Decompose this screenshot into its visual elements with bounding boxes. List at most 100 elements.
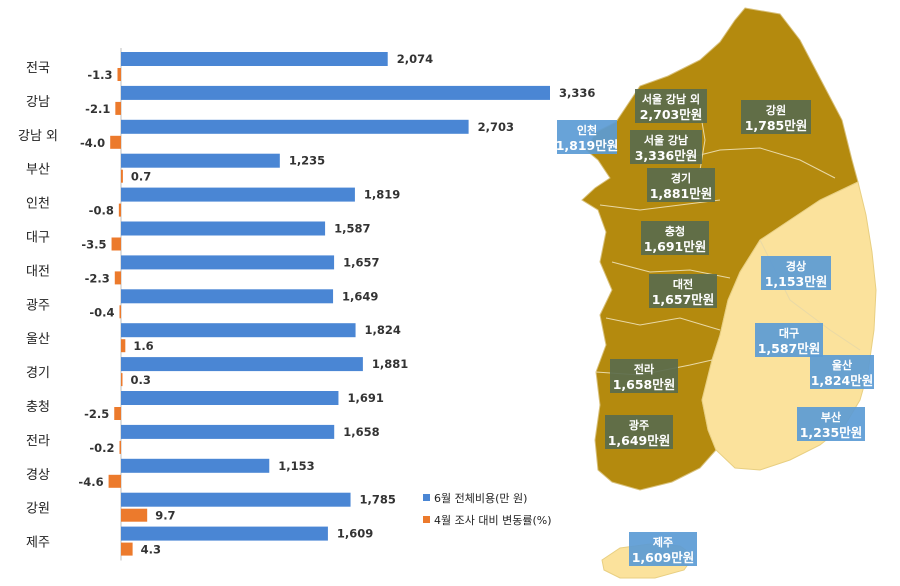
bar-cost [121,323,356,338]
bar-cost [121,458,270,473]
bar-cost [121,85,550,100]
map-label-box [635,89,707,123]
bar-cost [121,221,326,236]
bar-change-label: -2.1 [85,102,110,116]
bar-change-label: -2.5 [84,407,109,421]
bar-cost [121,119,469,134]
map-label-value: 1,785만원 [745,118,808,133]
map-label-value: 1,153만원 [765,274,828,289]
map-label-region: 서울 강남 [644,133,688,147]
category-label: 강남 외 [18,129,58,144]
chart-marks: 전국 2,074 -1.3 강남 3,336 -2.1 강남 외 2,703 -4.0 부산 1,2… [18,48,595,561]
map-label-box [557,120,617,154]
map-label-value: 1,609만원 [632,550,695,565]
bar-change-label: -3.5 [81,238,106,252]
map-label-region: 제주 [653,535,673,549]
map-label: 대구1,587만원 [755,323,823,357]
map-label-box [641,221,709,255]
bar-cost-label: 2,703 [478,120,514,134]
bar-cost-label: 1,819 [364,188,400,202]
map-label: 서울 강남3,336만원 [630,130,702,164]
map-label-region: 전라 [634,362,655,376]
bar-change-label: -0.8 [89,204,114,218]
bar-cost-label: 2,074 [397,52,433,66]
map-label-box [755,323,823,357]
category-label: 강남 [26,95,50,110]
legend-swatch-orange [423,516,430,523]
bar-change [118,203,121,217]
bar-cost-label: 1,609 [337,527,373,541]
bar-cost-label: 1,785 [360,493,396,507]
map-label-box [647,168,715,202]
bar-change-label: 0.3 [131,373,151,387]
bar-cost [121,52,388,66]
category-label: 광주 [26,298,50,313]
category-label: 부산 [26,163,50,178]
bar-change [110,135,121,149]
map-label-value: 3,336만원 [635,148,698,163]
map-label-region: 강원 [766,103,786,117]
bar-cost-label: 1,649 [342,289,378,303]
bar-change-label: 4.3 [141,543,161,557]
bar-change-label: -2.3 [85,271,110,285]
bar-change-label: -1.3 [87,68,112,82]
map-label-box [605,415,673,449]
map-label-region: 경상 [786,259,806,273]
category-label: 인천 [26,197,50,212]
map-label-region: 부산 [821,410,841,424]
bar-change-label: 0.7 [131,170,151,184]
map-label: 대전1,657만원 [649,274,717,308]
map-label-box [629,532,697,566]
map-label-region: 경기 [671,171,691,185]
map-label-region: 서울 강남 외 [642,92,700,106]
bar-change [108,474,121,488]
map-label-value: 1,235만원 [800,425,863,440]
map-label-value: 1,587만원 [758,341,821,356]
bar-cost-label: 1,881 [372,357,408,371]
map-label-box [610,359,678,393]
category-label: 경상 [26,468,50,483]
bar-cost-label: 1,691 [347,391,383,405]
map-label-value: 1,649만원 [608,433,671,448]
bar-cost [121,187,355,202]
bar-change [117,68,121,81]
bar-change [121,339,126,353]
bar-change-label: -0.4 [89,305,114,319]
bar-cost [121,255,335,270]
bar-cost-label: 1,824 [365,323,401,337]
bar-cost [121,492,351,507]
category-label: 강원 [26,502,50,517]
bar-cost-label: 1,587 [334,222,370,236]
bar-change-label: 1.6 [133,339,153,353]
map-label: 제주1,609만원 [629,532,697,566]
map-label: 전라1,658만원 [610,359,678,393]
bar-change-label: -4.0 [80,136,105,150]
map-label-region: 대구 [779,326,799,340]
map-label: 서울 강남 외2,703만원 [635,89,707,123]
map-label-region: 울산 [832,358,852,372]
map-label-value: 1,658만원 [613,377,676,392]
map-label-box [810,355,874,389]
bar-change-label: -4.6 [78,475,103,489]
legend-label-series-0: 6월 전체비용(만 원) [434,492,527,505]
map-label: 경기1,881만원 [647,168,715,202]
map-label-box [630,130,702,164]
bar-cost-label: 1,153 [278,459,314,473]
category-label: 경기 [26,366,50,381]
bar-change [114,271,121,285]
bar-change-label: -0.2 [89,441,114,455]
map-label-region: 광주 [629,419,649,432]
map-label-value: 1,824만원 [811,373,874,388]
category-label: 전국 [26,61,50,76]
bar-cost-label: 1,235 [289,154,325,168]
bar-change [119,305,121,319]
bar-cost [121,526,328,541]
map-label: 경상1,153만원 [761,256,831,290]
bar-change [121,508,148,522]
category-label: 제주 [26,536,50,551]
bar-cost [121,289,334,304]
map-label-value: 1,691만원 [644,239,707,254]
category-label: 울산 [26,332,50,347]
